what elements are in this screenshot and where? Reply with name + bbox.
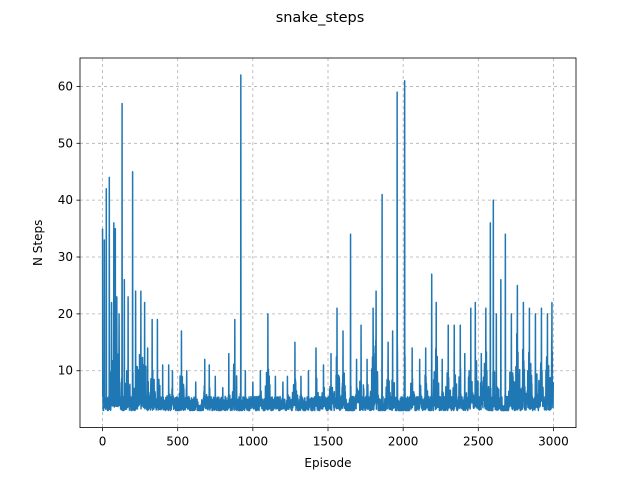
y-axis-ticks: 10 20 30 40 50 60 xyxy=(58,79,80,378)
y-tick-label: 30 xyxy=(58,250,73,264)
x-tick-label: 2500 xyxy=(463,435,494,449)
chart-title: snake_steps xyxy=(276,10,365,26)
y-tick-label: 10 xyxy=(58,364,73,378)
y-tick-label: 20 xyxy=(58,307,73,321)
y-tick-label: 40 xyxy=(58,193,73,207)
x-tick-label: 1000 xyxy=(238,435,269,449)
x-tick-label: 0 xyxy=(99,435,107,449)
x-tick-label: 2000 xyxy=(388,435,419,449)
x-tick-label: 1500 xyxy=(313,435,344,449)
series-layer xyxy=(101,74,555,412)
x-tick-label: 500 xyxy=(166,435,189,449)
x-axis-label: Episode xyxy=(304,456,351,470)
y-tick-label: 50 xyxy=(58,136,73,150)
series-line xyxy=(101,74,555,412)
x-tick-label: 3000 xyxy=(538,435,569,449)
grid-lines xyxy=(80,58,576,428)
y-tick-label: 60 xyxy=(58,79,73,93)
x-axis-ticks: 0 500 1000 1500 2000 2500 3000 xyxy=(99,427,569,449)
y-axis-label: N Steps xyxy=(31,220,45,266)
